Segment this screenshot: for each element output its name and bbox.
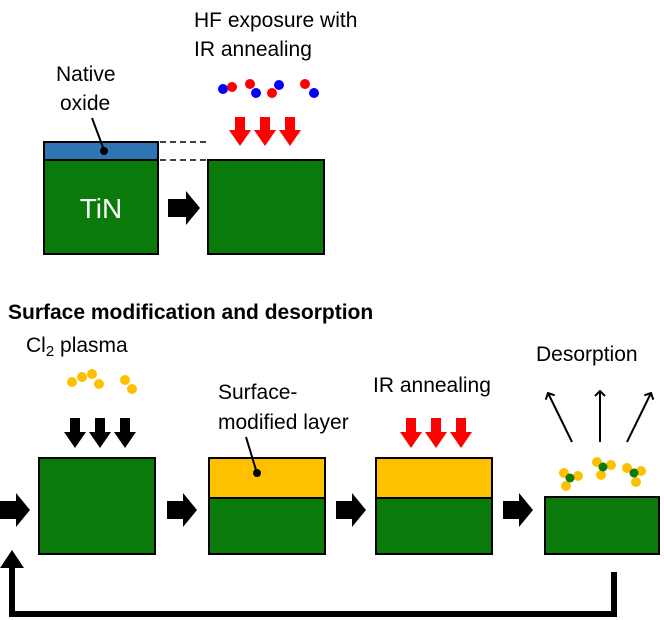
cleaned-tin-block [207, 159, 325, 255]
down-arrow-icon [425, 418, 447, 448]
ir-annealing-label: IR annealing [373, 374, 491, 397]
chlorine-atom [87, 369, 97, 379]
molecule-blue [274, 80, 284, 90]
native-oxide-label-line2: oxide [60, 92, 110, 115]
titanium-atom [565, 473, 575, 483]
right-arrow-icon [167, 493, 197, 527]
modified-layer-label: Surface- [218, 381, 297, 404]
chlorine-atom [631, 477, 641, 487]
chlorine-atom [561, 481, 571, 491]
titanium-atom [629, 468, 639, 478]
molecule-blue [251, 88, 261, 98]
hf-exposure-arrows [229, 117, 301, 146]
right-arrow-icon [503, 493, 533, 527]
desorption-arrows [544, 389, 655, 443]
etched-block [544, 496, 660, 555]
product-cluster [559, 468, 583, 491]
native-oxide-pointer [91, 117, 105, 151]
chlorine-atom [596, 470, 606, 480]
molecule-red [227, 82, 237, 92]
down-arrow-icon [64, 418, 86, 448]
right-arrow-icon [336, 493, 366, 527]
return-loop-arrow-icon [9, 566, 617, 617]
modified-layer-pointer-dot [253, 469, 261, 477]
section-title: Surface modification and desorption [8, 301, 373, 324]
chlorine-molecules [67, 369, 137, 394]
hf-label: HF exposure with [194, 9, 357, 32]
chlorine-atom [127, 384, 137, 394]
plasma-label-rest: plasma [54, 334, 128, 357]
tin-label: TiN [80, 193, 123, 224]
native-oxide-label: Native [56, 63, 116, 86]
hf-label-line2: IR annealing [194, 38, 312, 61]
molecule-red [300, 79, 310, 89]
tin-block [43, 159, 159, 255]
annealing-block-substrate [375, 497, 493, 555]
chlorine-atom [636, 466, 646, 476]
down-arrow-icon [279, 117, 301, 146]
hf-molecules [218, 79, 319, 98]
product-cluster [592, 457, 616, 480]
desorption-label: Desorption [536, 343, 638, 366]
annealing-modified-layer [375, 457, 493, 499]
down-arrow-icon [400, 418, 422, 448]
down-arrow-icon [229, 117, 251, 146]
molecule-blue [218, 84, 228, 94]
plasma-label: Cl2 plasma [26, 334, 128, 360]
product-cluster [622, 463, 646, 487]
chlorine-atom [120, 375, 130, 385]
right-arrow-icon [0, 493, 30, 527]
down-arrow-icon [254, 117, 276, 146]
down-arrow-icon [450, 418, 472, 448]
titanium-atom [598, 462, 608, 472]
up-arrow-icon [544, 391, 573, 443]
chlorine-atom [573, 471, 583, 481]
molecule-red [245, 79, 255, 89]
modified-block-substrate [208, 497, 326, 555]
desorbed-products [559, 457, 646, 491]
modified-layer [208, 457, 326, 499]
chlorine-atom [606, 460, 616, 470]
down-arrow-icon [89, 418, 111, 448]
native-oxide-pointer-dot [100, 147, 108, 155]
chlorine-atom [77, 372, 87, 382]
ir-annealing-arrows [400, 418, 472, 448]
plasma-label-sub: 2 [46, 343, 54, 360]
molecule-red [267, 88, 277, 98]
plasma-label-main: Cl [26, 334, 46, 357]
plasma-block [38, 457, 156, 555]
modified-layer-pointer [245, 436, 257, 471]
chlorine-atom [94, 379, 104, 389]
modified-layer-label-line2: modified layer [218, 411, 349, 434]
molecule-blue [309, 88, 319, 98]
right-arrow-icon [168, 191, 200, 225]
down-arrow-icon [114, 418, 136, 448]
chlorine-atom [67, 377, 77, 387]
return-loop-arrowhead [0, 550, 24, 568]
up-arrow-icon [626, 391, 655, 443]
plasma-exposure-arrows [64, 418, 136, 448]
chlorine-atom [622, 463, 632, 473]
